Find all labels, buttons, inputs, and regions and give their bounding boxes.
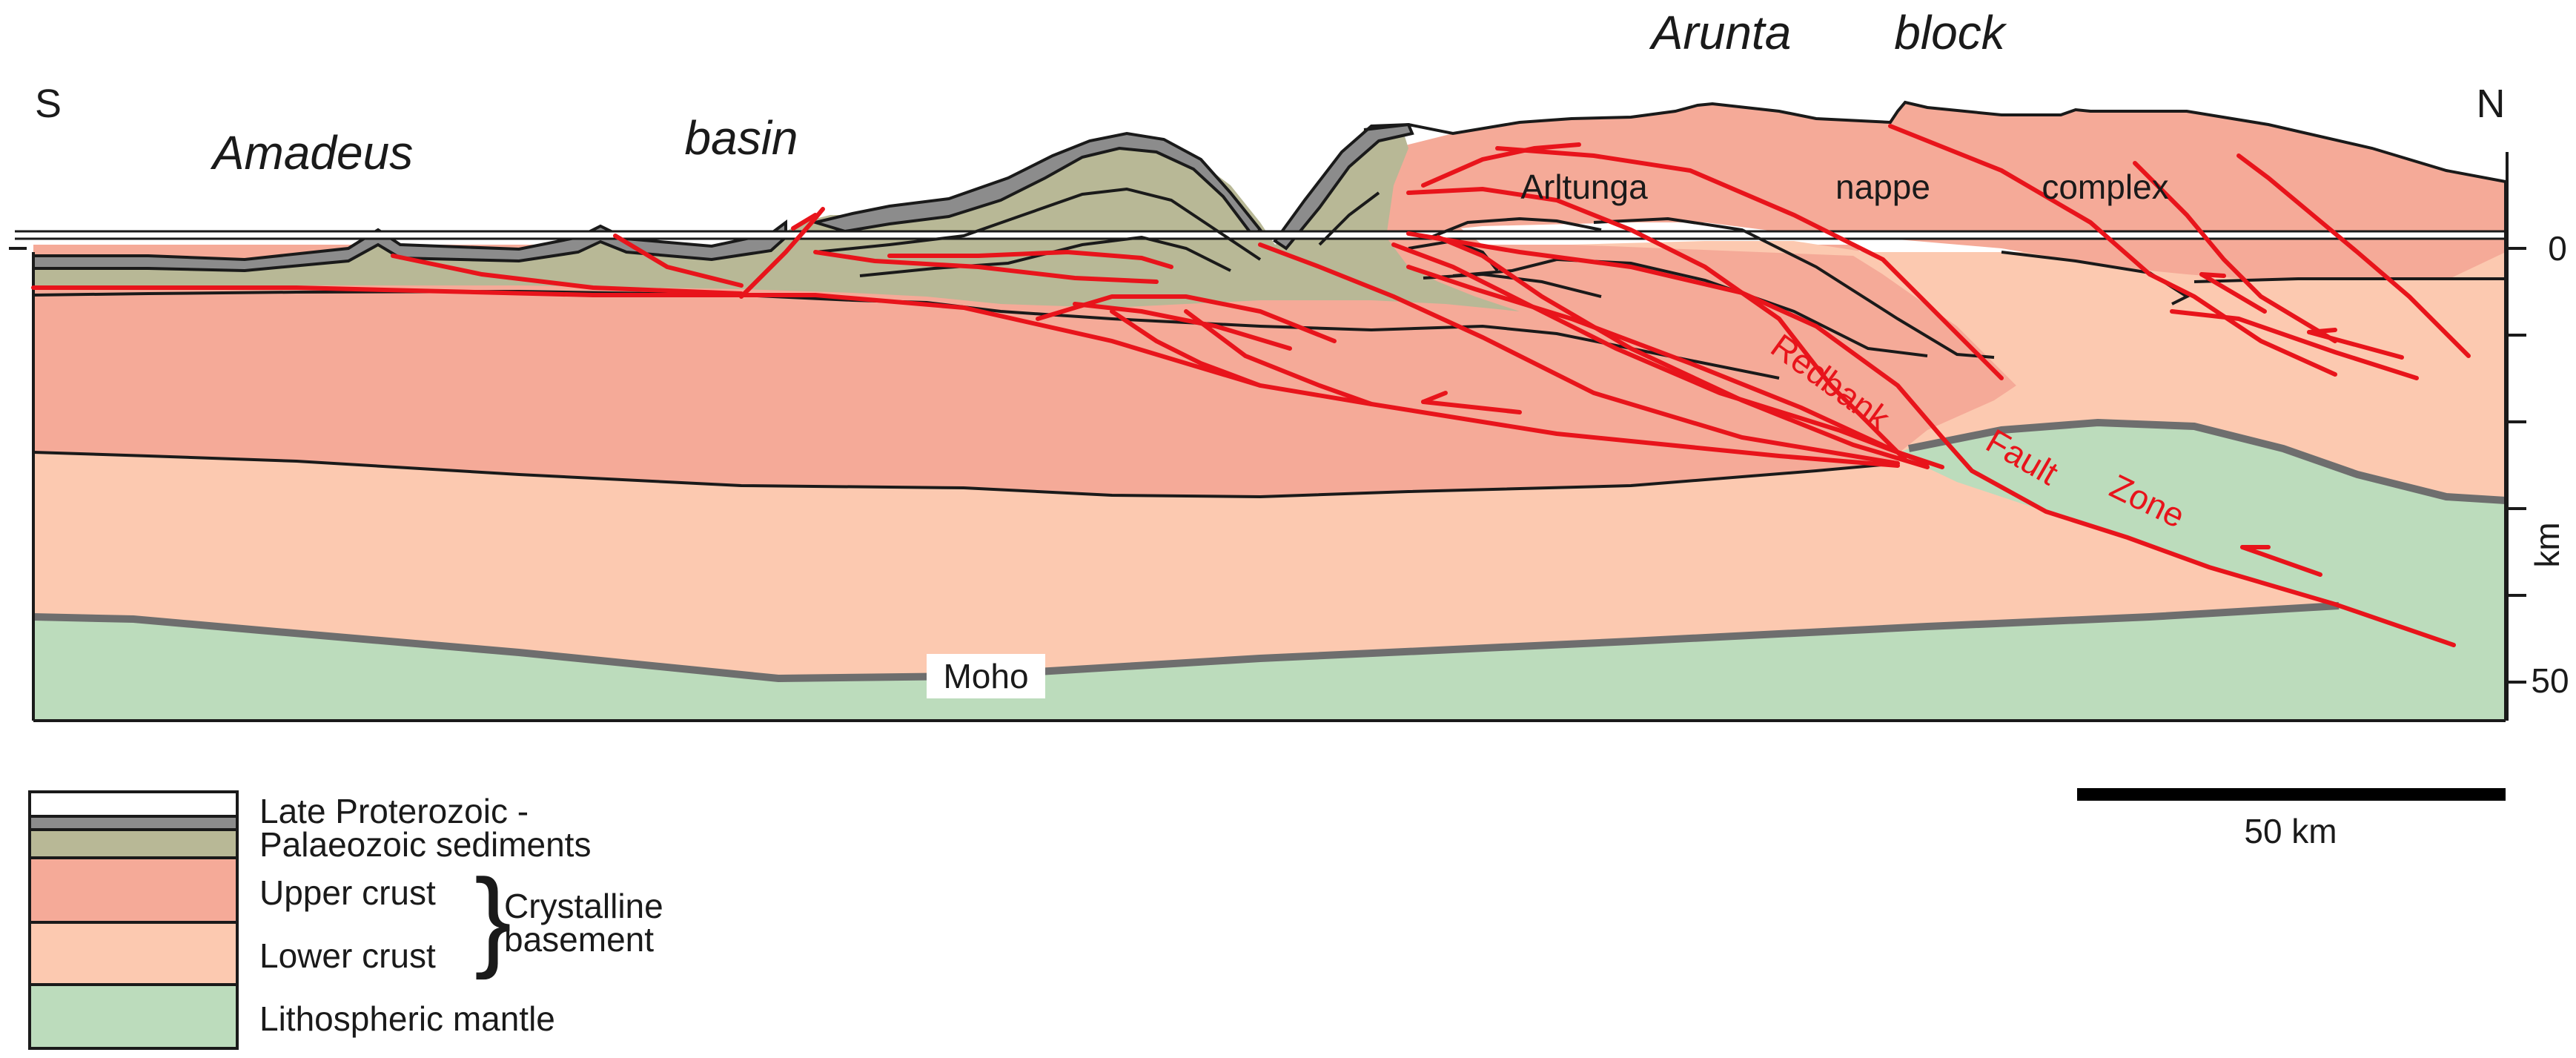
nappe-label-nappe: nappe	[1835, 168, 1930, 206]
region-label-amadeus: Amadeus	[210, 126, 413, 179]
motion-arrow-3	[2307, 328, 2404, 360]
fault-basin-2	[613, 234, 744, 288]
fault-right-1	[2236, 153, 2471, 358]
side-label-south: S	[35, 82, 62, 126]
legend-swatch-lower-crust	[28, 921, 239, 986]
legend-label-mantle: Lithospheric mantle	[259, 999, 555, 1038]
legend-label-sediments-1: Late Proterozoic -	[259, 792, 529, 830]
legend-brace: }	[474, 856, 511, 980]
fault-fold-5	[1184, 309, 1374, 406]
side-label-north: N	[2477, 82, 2506, 126]
legend-label-sediments-2: Palaeozoic sediments	[259, 825, 591, 864]
fault-splay-3	[1406, 265, 1944, 469]
legend-label-lower-crust: Lower crust	[259, 936, 436, 975]
layer-boundaries	[33, 216, 2506, 499]
nappe-label-complex: complex	[2042, 168, 2168, 206]
fault-splay-1	[1391, 242, 1930, 466]
fault-right-nappe	[2170, 309, 2419, 380]
fault-splay-4	[1258, 242, 1900, 466]
fault-nappe-top-arc	[1421, 142, 1581, 188]
faults	[31, 124, 2471, 647]
moho-label: Moho	[943, 657, 1028, 695]
fault-nappe-2	[1888, 124, 2337, 377]
upper-lower-crust-boundary	[33, 451, 1898, 499]
motion-arrows	[1421, 272, 2404, 577]
region-label-basin: basin	[685, 111, 798, 165]
depth-tick-label-50: 50	[2531, 661, 2569, 700]
scale-bar-line	[2077, 788, 2506, 801]
arltunga-fold-outline	[1430, 216, 1602, 239]
fault-basin-4	[791, 213, 818, 231]
nappe-internal-1	[1452, 257, 1928, 357]
sediment-outlines	[815, 187, 1602, 298]
legend: Late Proterozoic - Palaeozoic sediments …	[28, 790, 663, 1050]
scale-bar: 50 km	[2077, 788, 2506, 850]
fault-right-2	[2133, 161, 2337, 343]
mantle-dome-boundary	[1908, 418, 2506, 504]
cross-section: Moho S N Amadeus basin Arunta block Arlt…	[15, 6, 2507, 722]
legend-label-crystalline-2: basement	[504, 920, 654, 959]
scale-bar-label: 50 km	[2244, 812, 2337, 850]
fault-nappe-3	[1406, 186, 1907, 462]
region-label-block: block	[1894, 6, 2007, 59]
legend-label-crystalline-1: Crystalline	[504, 887, 663, 925]
region-label-arunta: Arunta	[1649, 6, 1792, 59]
fault-fold-2	[887, 249, 1173, 269]
fault-fold-6	[1073, 302, 1292, 351]
motion-arrow-1	[1421, 391, 1522, 414]
sea-level-line	[15, 231, 2507, 239]
fault-redbank-main	[1406, 231, 2456, 647]
motion-arrow-2	[2199, 272, 2267, 314]
fault-fold-1	[813, 250, 1159, 284]
legend-label-upper-crust: Upper crust	[259, 873, 436, 912]
lower-crust-wedge	[1572, 241, 2506, 500]
depth-tick-label-0: 0	[2548, 229, 2567, 268]
fault-fold-4	[1110, 309, 1262, 388]
legend-swatch-mantle	[28, 983, 239, 1050]
nappe-label-arltunga: Arltunga	[1520, 168, 1648, 206]
moho-label-box	[927, 654, 1045, 698]
fault-nappe-1	[1495, 146, 2004, 380]
basement-top-boundary	[33, 289, 1780, 380]
motion-arrow-4	[2240, 545, 2322, 577]
sediment-cap-fold-2	[1273, 122, 1414, 251]
fault-basin-1	[391, 254, 744, 296]
nappe-internal-2	[1593, 216, 1995, 359]
legend-swatch-upper-crust	[28, 856, 239, 924]
depth-axis-unit: km	[2528, 522, 2566, 567]
mantle-dome	[1898, 423, 2506, 721]
legend-swatch-sediments	[28, 790, 239, 859]
topographic-surface	[1363, 100, 2506, 183]
fault-splay-2	[1436, 235, 1930, 469]
depth-axis	[9, 152, 2526, 721]
sediment-fold-belt	[33, 125, 1520, 311]
fault-basal-decollement	[31, 285, 1900, 468]
